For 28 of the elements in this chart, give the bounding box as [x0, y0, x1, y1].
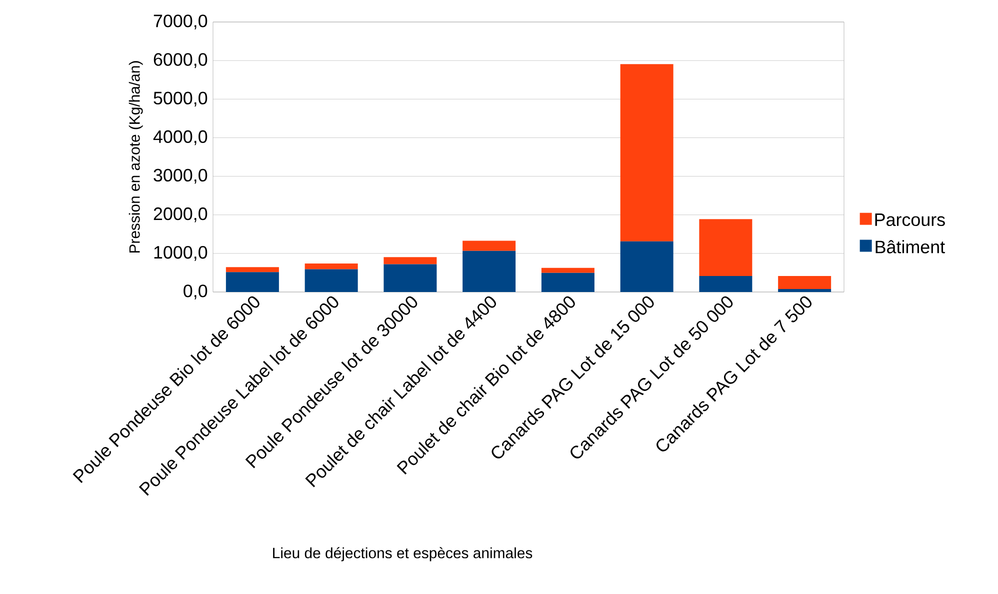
bar: [384, 257, 437, 264]
y-tick-label: 6000,0: [154, 53, 208, 68]
bar: [226, 272, 279, 292]
legend-label: Parcours: [875, 214, 945, 226]
bar: [304, 263, 358, 270]
y-tick-label: 3000,0: [154, 168, 208, 184]
y-tick-label: 2000,0: [154, 207, 208, 222]
bar: [699, 219, 752, 276]
legend-label: Bâtiment: [876, 240, 945, 254]
bar: [226, 267, 279, 272]
y-axis-title: Pression en azote (Kg/ha/an): [128, 61, 143, 253]
y-tick-label: 1000,0: [154, 246, 208, 261]
y-tick-label: 5000,0: [154, 92, 208, 107]
bar: [620, 64, 674, 242]
y-tick-label: 7000,0: [154, 14, 208, 30]
bar: [384, 264, 437, 292]
bar: [778, 288, 832, 292]
bar: [541, 268, 594, 273]
bar: [304, 269, 358, 292]
bar: [699, 276, 752, 292]
bar: [620, 241, 674, 292]
y-tick-label: 0,0: [184, 284, 208, 300]
bar: [462, 240, 516, 251]
x-axis-title: Lieu de déjections et espèces animales: [273, 547, 532, 562]
bar: [778, 276, 832, 289]
y-tick-label: 4000,0: [153, 130, 208, 146]
bar: [541, 272, 594, 292]
bar: [462, 250, 516, 292]
